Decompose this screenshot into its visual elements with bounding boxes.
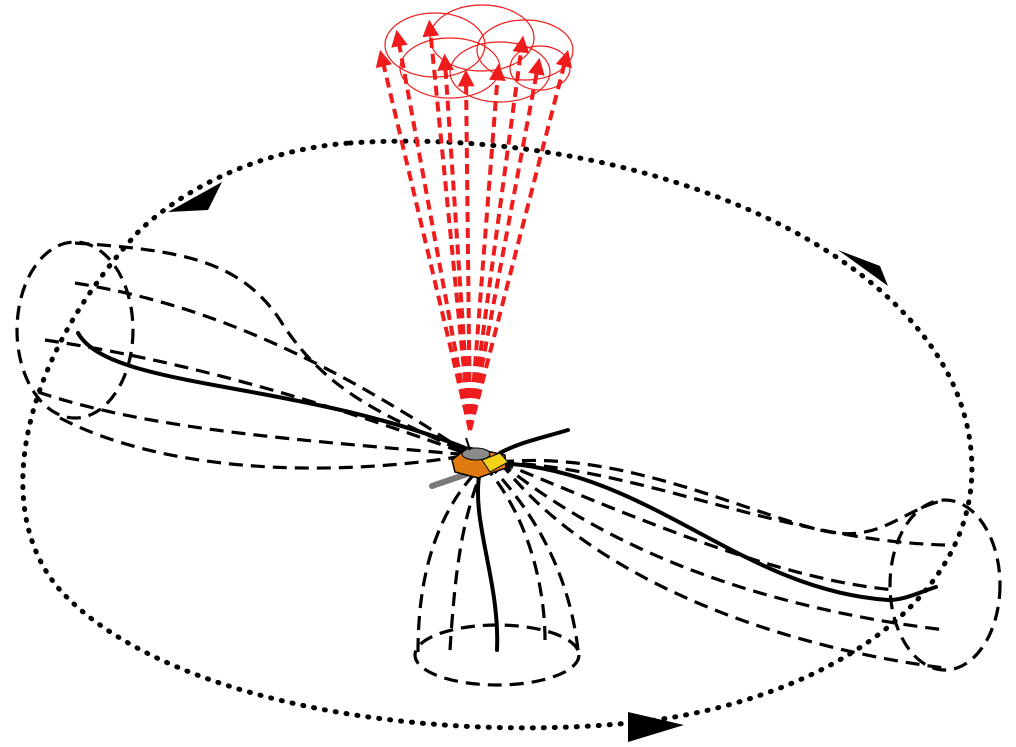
orbit-direction-arrows bbox=[168, 182, 888, 742]
radar-beam-cone bbox=[375, 19, 573, 431]
field-line-bundle-right bbox=[498, 458, 1002, 672]
wire-boom-left bbox=[76, 331, 472, 452]
beam-footprint-circle bbox=[449, 41, 551, 103]
spin-orbit-path bbox=[20, 138, 975, 731]
beam-footprint-circle bbox=[384, 12, 486, 78]
beam-footprint-circle bbox=[399, 37, 501, 99]
beam-footprint-circle bbox=[476, 19, 574, 81]
beam-footprint-circles bbox=[384, 4, 574, 103]
orbit-direction-arrow-bottom bbox=[628, 712, 684, 742]
wire-boom-right bbox=[496, 461, 938, 603]
beam-footprint-circle bbox=[509, 45, 571, 91]
wire-boom-top-right bbox=[498, 428, 570, 455]
wire-booms bbox=[76, 331, 938, 652]
spacecraft-icon bbox=[429, 437, 509, 489]
field-line-bundle-left bbox=[15, 240, 471, 470]
mast-icon bbox=[465, 437, 471, 451]
orbit-direction-arrow-left bbox=[168, 182, 222, 212]
beam-footprint-circle bbox=[429, 4, 535, 72]
antenna-icon bbox=[429, 470, 473, 489]
wire-boom-bottom bbox=[475, 468, 500, 652]
orbit-direction-arrow-right bbox=[838, 250, 888, 286]
spacecraft-dish bbox=[461, 447, 491, 461]
spacecraft-panel bbox=[481, 452, 509, 473]
